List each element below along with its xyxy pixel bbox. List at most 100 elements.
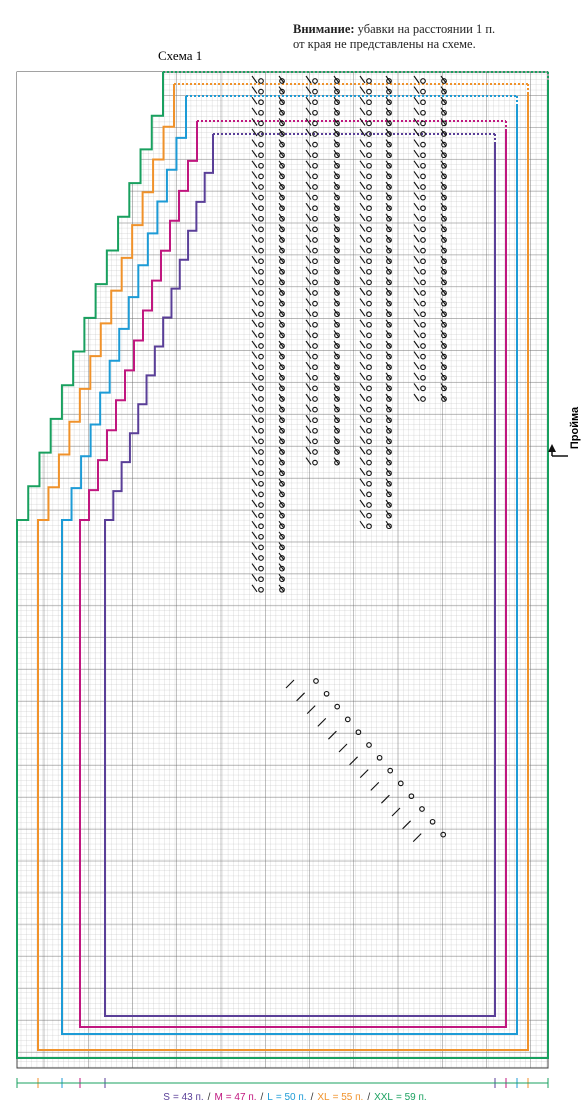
decrease-symbol <box>251 118 258 126</box>
yarn-over-symbol <box>334 247 340 254</box>
yarn-over-symbol <box>366 523 372 530</box>
yarn-over-symbol <box>279 565 285 572</box>
yarn-over-symbol <box>366 205 372 212</box>
yarn-over-symbol <box>334 438 340 445</box>
legend-size: XL <box>317 1092 330 1103</box>
decrease-symbol <box>333 298 340 306</box>
decrease-symbol <box>251 192 258 200</box>
decrease-symbol <box>333 436 340 444</box>
decrease-symbol <box>251 308 258 317</box>
decrease-symbol <box>333 277 340 285</box>
decrease-symbol <box>251 457 258 465</box>
decrease-symbol <box>333 446 340 455</box>
yarn-over-symbol <box>258 565 264 572</box>
decrease-symbol <box>305 404 312 412</box>
decrease-symbol <box>385 181 392 190</box>
yarn-over-symbol <box>386 480 392 487</box>
yarn-over-symbol <box>258 533 264 540</box>
decrease-symbol <box>359 499 366 508</box>
yarn-over-symbol <box>386 502 392 508</box>
yarn-over-symbol <box>258 237 264 243</box>
yarn-over-symbol <box>386 512 392 519</box>
decrease-symbol <box>359 457 366 465</box>
yarn-over-symbol <box>386 78 392 84</box>
yarn-over-symbol <box>386 459 392 466</box>
legend-count: = 59 п. <box>396 1092 427 1103</box>
decrease-symbol <box>278 202 285 211</box>
yarn-over-symbol <box>312 332 318 339</box>
decrease-symbol <box>251 107 258 116</box>
decrease-symbol <box>305 266 312 275</box>
yarn-over-symbol <box>334 237 340 243</box>
yarn-over-symbol <box>258 576 264 583</box>
yarn-over-symbol <box>386 385 392 392</box>
decrease-symbol <box>385 255 392 264</box>
yarn-over-symbol <box>279 268 285 275</box>
decrease-symbol <box>359 446 366 455</box>
decrease-symbol <box>278 107 285 116</box>
decrease-symbol <box>333 202 340 211</box>
decrease-symbol <box>278 319 285 328</box>
yarn-over-symbol <box>279 237 285 243</box>
yarn-over-symbol <box>312 109 318 116</box>
yarn-over-symbol <box>441 226 447 233</box>
decrease-symbol <box>385 139 392 147</box>
decrease-symbol <box>278 308 285 317</box>
yarn-over-symbol <box>386 523 392 530</box>
decrease-symbol <box>278 372 285 381</box>
decrease-symbol <box>440 383 447 391</box>
yarn-over-symbol <box>258 162 264 169</box>
decrease-symbol <box>278 96 285 105</box>
yarn-over-symbol <box>312 321 318 328</box>
yarn-over-symbol <box>258 290 264 296</box>
decrease-symbol <box>385 478 392 487</box>
yarn-over-symbol <box>312 427 318 434</box>
yarn-over-symbol <box>279 459 285 466</box>
yarn-over-symbol <box>334 162 340 169</box>
decrease-symbol <box>306 705 316 714</box>
yarn-over-symbol <box>366 459 372 466</box>
yarn-over-symbol <box>279 417 285 424</box>
yarn-over-symbol <box>366 215 372 222</box>
yarn-over-symbol <box>279 555 285 561</box>
decrease-symbol <box>381 794 390 804</box>
decrease-symbol <box>333 86 340 94</box>
decrease-symbol <box>440 234 447 243</box>
yarn-over-symbol <box>441 364 447 371</box>
yarn-over-symbol <box>419 806 425 812</box>
decrease-symbol <box>440 160 447 169</box>
decrease-symbol <box>385 224 392 232</box>
yarn-over-symbol <box>312 449 318 455</box>
yarn-over-symbol <box>420 99 426 106</box>
yarn-over-symbol <box>312 205 318 212</box>
yarn-over-symbol <box>366 184 372 190</box>
decrease-symbol <box>251 584 258 593</box>
grid-mask <box>17 72 163 520</box>
decrease-symbol <box>440 149 447 158</box>
decrease-symbol <box>359 224 366 232</box>
decrease-symbol <box>413 149 420 158</box>
yarn-over-symbol <box>312 162 318 169</box>
decrease-symbol <box>251 489 258 497</box>
decrease-symbol <box>413 75 420 84</box>
decrease-symbol <box>385 520 392 529</box>
yarn-over-symbol <box>334 396 340 402</box>
decrease-symbol <box>251 510 258 518</box>
decrease-symbol <box>413 213 420 222</box>
yarn-over-symbol <box>441 311 447 318</box>
yarn-over-symbol <box>279 374 285 381</box>
yarn-over-symbol <box>334 173 340 180</box>
yarn-over-symbol <box>258 502 264 508</box>
decrease-symbol <box>359 96 366 105</box>
decrease-symbol <box>413 107 420 116</box>
yarn-over-symbol <box>366 152 372 159</box>
decrease-symbol <box>251 181 258 190</box>
decrease-symbol <box>251 277 258 285</box>
yarn-over-symbol <box>312 459 318 466</box>
yarn-over-symbol <box>441 343 447 349</box>
yarn-over-symbol <box>258 343 264 349</box>
decrease-symbol <box>278 436 285 444</box>
decrease-symbol <box>278 552 285 561</box>
decrease-symbol <box>251 96 258 105</box>
decrease-symbol <box>305 96 312 105</box>
